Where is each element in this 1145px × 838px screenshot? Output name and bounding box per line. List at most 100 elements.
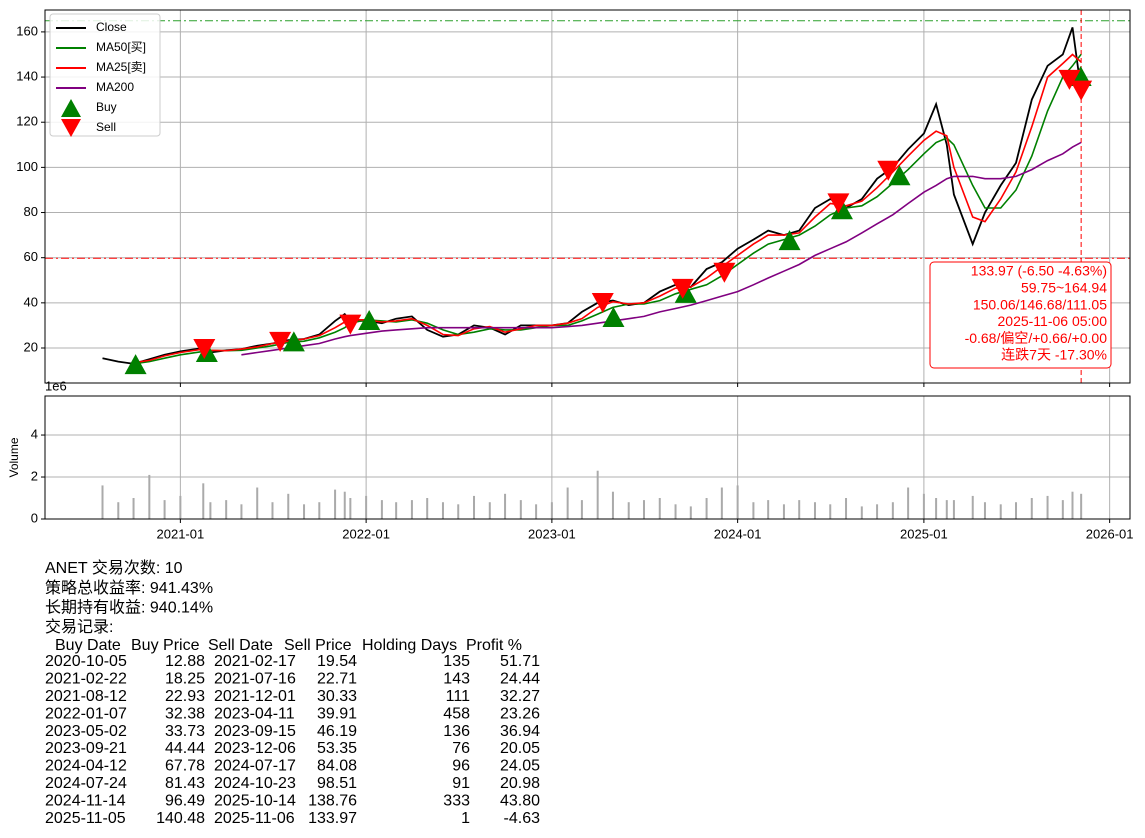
volume-bar	[720, 487, 723, 519]
legend-label: MA25[卖]	[96, 60, 146, 74]
volume-bar	[935, 498, 938, 519]
trade-marker	[827, 193, 850, 214]
table-cell: 76	[452, 740, 470, 757]
y-tick-label: 100	[16, 159, 38, 174]
volume-bar	[907, 487, 910, 519]
table-cell: 36.94	[500, 723, 540, 740]
legend: Close MA50[买] MA25[卖] MA200 Buy Sell	[49, 13, 161, 137]
trade-marker	[358, 310, 381, 331]
trade-marker	[877, 160, 900, 181]
y-tick-label: 120	[16, 114, 38, 129]
table-cell: 133.97	[308, 810, 357, 827]
volume-bar	[752, 502, 755, 519]
volume-bar	[642, 500, 645, 519]
volume-bar	[132, 498, 135, 519]
table-cell: 91	[452, 775, 470, 792]
volume-bar	[148, 474, 151, 519]
axes-frame	[44, 395, 1131, 520]
trade-marker	[778, 230, 801, 251]
table-cell: 1	[461, 810, 470, 827]
table-cell: 458	[443, 705, 470, 722]
volume-bar	[163, 500, 166, 519]
table-header: Holding Days	[362, 637, 457, 654]
table-cell: -4.63	[504, 810, 541, 827]
table-cell: 2025-11-05	[45, 810, 126, 827]
x-tick-label: 2023-01	[528, 526, 576, 541]
volume-bar	[658, 498, 661, 519]
volume-bar	[971, 495, 974, 519]
volume-bar	[1061, 500, 1064, 519]
legend-label: Sell	[96, 120, 116, 134]
volume-bar	[891, 502, 894, 519]
volume-bar	[410, 500, 413, 519]
table-cell: 22.71	[317, 671, 357, 688]
table-cell: 19.54	[317, 653, 357, 670]
table-cell: 2025-11-06	[214, 810, 295, 827]
table-cell: 32.38	[165, 705, 205, 722]
volume-bar	[767, 500, 770, 519]
table-cell: 32.27	[500, 688, 540, 705]
volume-bar	[179, 495, 182, 519]
trade-marker	[339, 314, 362, 335]
volume-bar	[256, 487, 259, 519]
volume-bar	[983, 502, 986, 519]
volume-bar	[596, 470, 599, 519]
summary-line: 交易记录:	[45, 618, 113, 636]
volume-bar	[945, 500, 948, 519]
table-cell: 22.93	[165, 688, 205, 705]
table-cell: 2025-10-14	[214, 792, 296, 809]
summary-line: ANET 交易次数: 10	[45, 559, 183, 577]
volume-bar	[240, 504, 243, 519]
volume-bar	[334, 489, 337, 519]
volume-bar	[1046, 495, 1049, 519]
annotation-text: 150.06/146.68/111.05	[973, 296, 1107, 312]
legend-box	[49, 13, 161, 137]
volume-bar	[519, 500, 522, 519]
table-header: Profit %	[466, 637, 522, 654]
volume-bar	[689, 506, 692, 519]
table-cell: 143	[443, 671, 470, 688]
volume-bar	[999, 504, 1002, 519]
table-cell: 43.80	[500, 792, 540, 809]
x-tick-label: 2026-01	[1086, 526, 1134, 541]
volume-bar	[845, 498, 848, 519]
volume-bar	[1080, 493, 1083, 519]
volume-bar	[813, 502, 816, 519]
table-cell: 33.73	[165, 723, 205, 740]
table-cell: 2024-04-12	[45, 758, 127, 775]
table-cell: 140.48	[156, 810, 205, 827]
volume-bar	[209, 502, 212, 519]
y-tick-label: 4	[31, 426, 38, 441]
table-header: Buy Price	[131, 637, 200, 654]
annotation-text: 59.75~164.94	[1021, 280, 1107, 296]
plot-area	[45, 396, 1130, 519]
offset-label: 1e6	[45, 378, 67, 393]
table-cell: 2021-02-22	[45, 671, 127, 688]
table-cell: 2021-02-17	[214, 653, 296, 670]
table-cell: 2023-09-15	[214, 723, 296, 740]
axes-frame	[44, 9, 1131, 384]
volume-bar	[287, 493, 290, 519]
volume-bar	[782, 504, 785, 519]
volume-bar	[202, 483, 205, 519]
volume-bar	[611, 491, 614, 519]
table-header: Sell Price	[284, 637, 352, 654]
y-tick-label: 2	[31, 468, 38, 483]
volume-bar	[798, 500, 801, 519]
x-tick-label: 2024-01	[714, 526, 762, 541]
trade-marker	[269, 331, 292, 352]
trade-marker	[713, 262, 736, 283]
volume-bar	[365, 495, 368, 519]
trade-marker	[1070, 80, 1093, 101]
y-tick-label: 20	[24, 339, 38, 354]
table-cell: 81.43	[165, 775, 205, 792]
volume-bar	[303, 504, 306, 519]
trade-marker	[591, 293, 614, 314]
table-cell: 2023-12-06	[214, 740, 296, 757]
table-cell: 111	[446, 688, 470, 705]
table-header: Buy Date	[55, 637, 121, 654]
table-cell: 96.49	[165, 792, 205, 809]
volume-bar	[225, 500, 228, 519]
